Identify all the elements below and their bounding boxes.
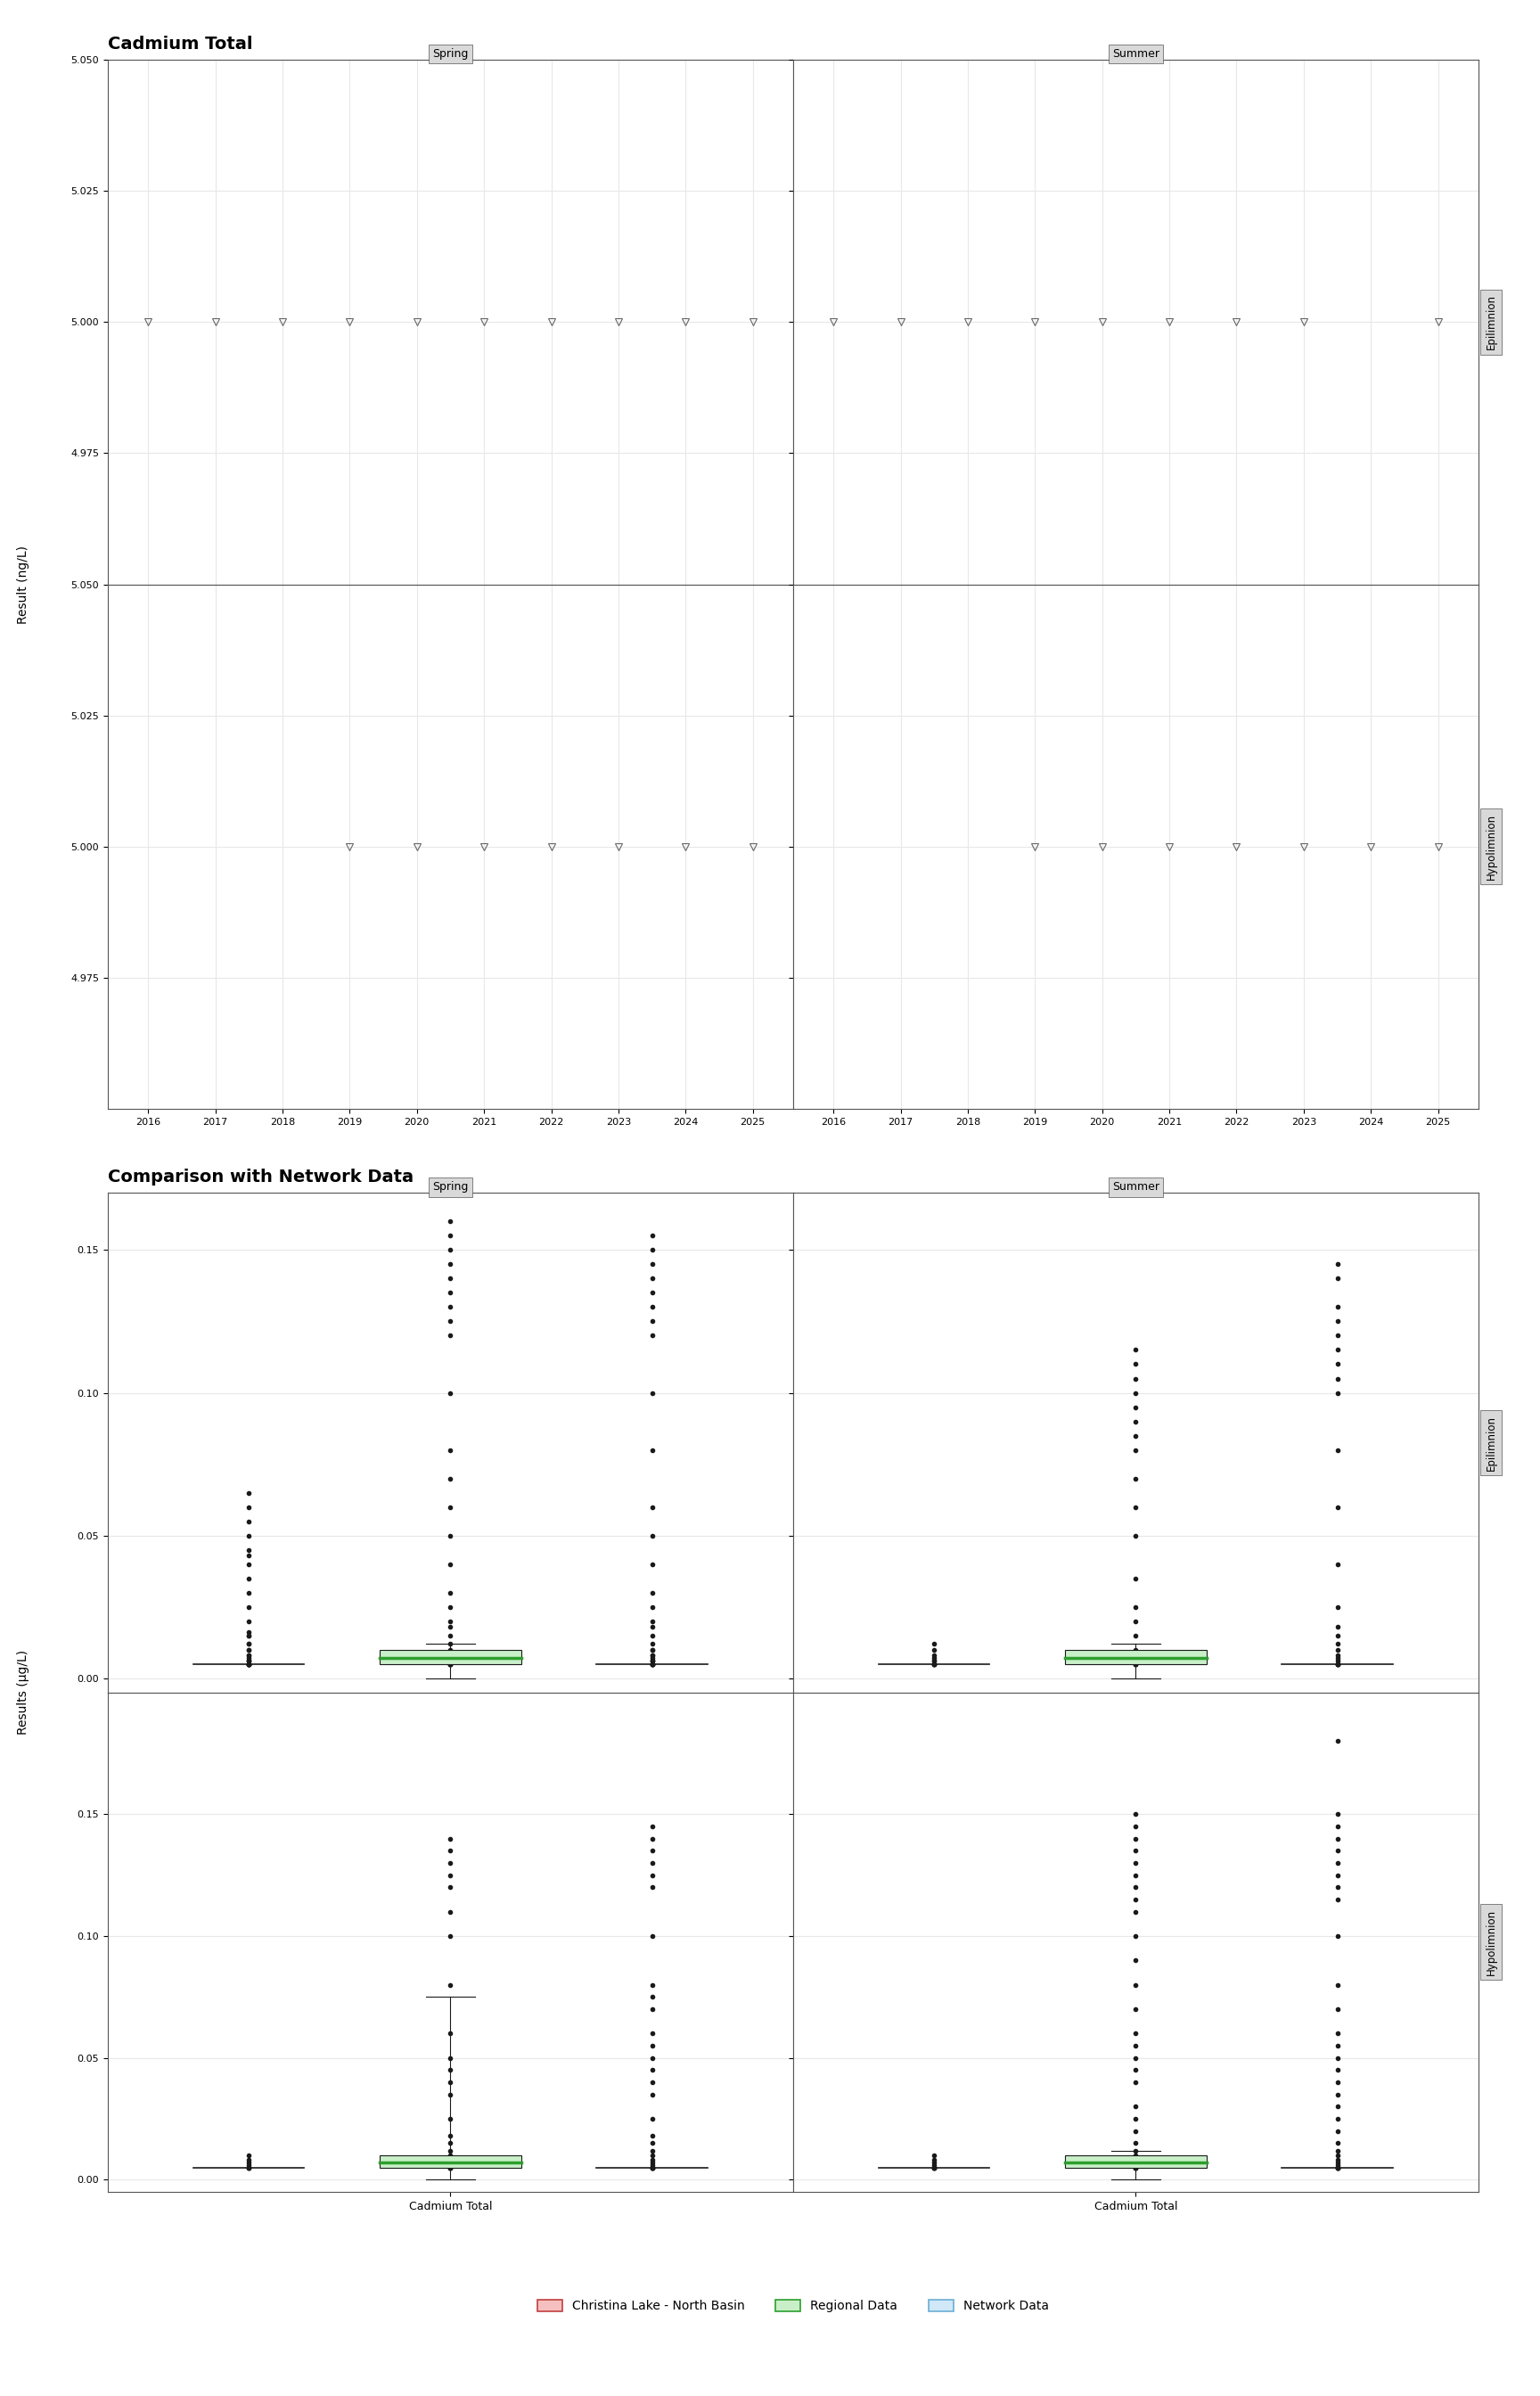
Title: Spring: Spring [433,48,468,60]
Text: Cadmium Total: Cadmium Total [108,36,253,53]
Bar [380,1648,521,1663]
Bar [380,2156,521,2168]
Text: Results (μg/L): Results (μg/L) [17,1651,29,1735]
Bar [1066,2156,1206,2168]
Title: Spring: Spring [433,1181,468,1193]
Title: Summer: Summer [1112,1181,1160,1193]
Legend: Christina Lake - North Basin, Regional Data, Network Data: Christina Lake - North Basin, Regional D… [533,2295,1053,2317]
Text: Comparison with Network Data: Comparison with Network Data [108,1169,414,1186]
Bar [1066,1648,1206,1663]
Text: Hypolimnion: Hypolimnion [1485,1910,1497,1974]
Text: Epilimnion: Epilimnion [1485,295,1497,350]
Text: Result (ng/L): Result (ng/L) [17,544,29,623]
Title: Summer: Summer [1112,48,1160,60]
Text: Epilimnion: Epilimnion [1485,1416,1497,1471]
Text: Hypolimnion: Hypolimnion [1485,815,1497,879]
